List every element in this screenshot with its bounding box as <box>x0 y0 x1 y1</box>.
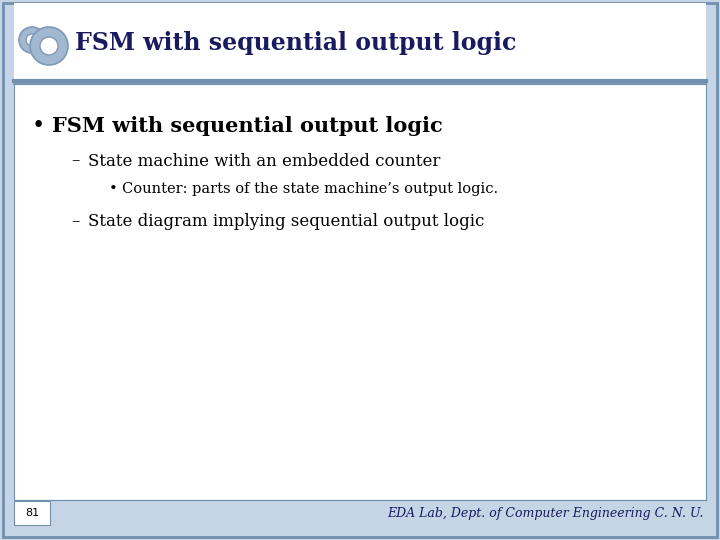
FancyBboxPatch shape <box>14 3 706 81</box>
Text: State machine with an embedded counter: State machine with an embedded counter <box>88 152 441 170</box>
Text: •: • <box>109 182 117 196</box>
Circle shape <box>40 37 58 55</box>
Text: EDA Lab, Dept. of Computer Engineering C. N. U.: EDA Lab, Dept. of Computer Engineering C… <box>387 507 704 519</box>
Circle shape <box>30 27 68 65</box>
FancyBboxPatch shape <box>14 501 50 525</box>
Circle shape <box>26 34 38 46</box>
Text: Counter: parts of the state machine’s output logic.: Counter: parts of the state machine’s ou… <box>122 182 498 196</box>
FancyBboxPatch shape <box>14 84 706 500</box>
Text: FSM with sequential output logic: FSM with sequential output logic <box>75 31 516 55</box>
Text: State diagram implying sequential output logic: State diagram implying sequential output… <box>88 213 485 231</box>
Text: 81: 81 <box>25 508 39 518</box>
Text: •: • <box>32 115 45 137</box>
Text: –: – <box>71 152 79 170</box>
FancyBboxPatch shape <box>3 3 717 537</box>
Text: –: – <box>71 213 79 231</box>
Text: FSM with sequential output logic: FSM with sequential output logic <box>52 116 443 136</box>
Circle shape <box>19 27 45 53</box>
